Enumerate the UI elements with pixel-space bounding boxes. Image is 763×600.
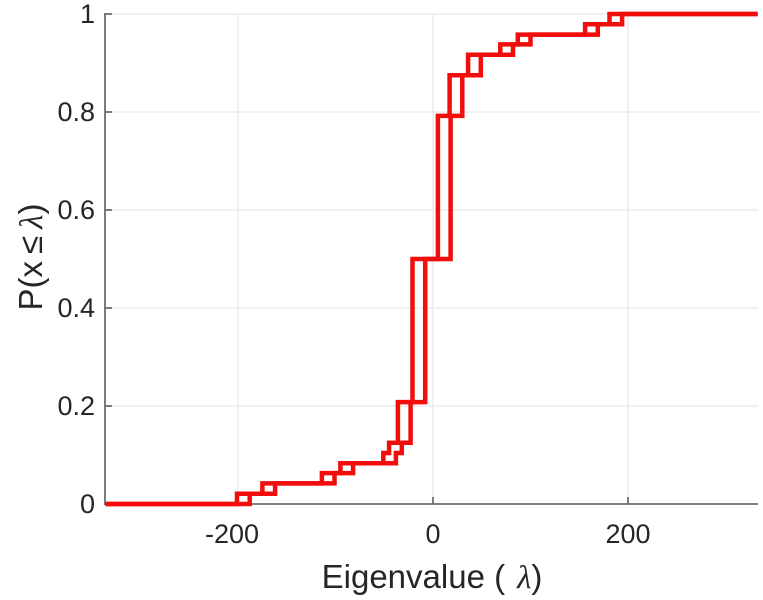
x-axis-label: Eigenvalue (λ) xyxy=(322,558,543,596)
x-tick-labels: -200 0 200 xyxy=(205,519,651,549)
y-tick-label-0.6: 0.6 xyxy=(57,195,95,225)
y-tick-label-0.4: 0.4 xyxy=(57,293,95,323)
y-tick-label-1: 1 xyxy=(80,0,95,29)
curve-ecdf-b xyxy=(105,11,758,507)
grid-lines xyxy=(105,13,758,504)
y-tick-label-0: 0 xyxy=(80,489,95,519)
x-tick-label-0: 0 xyxy=(425,519,440,549)
x-tick-label-200: 200 xyxy=(605,519,650,549)
y-tick-label-0.2: 0.2 xyxy=(57,391,95,421)
y-tick-label-0.8: 0.8 xyxy=(57,97,95,127)
x-tick-label--200: -200 xyxy=(205,519,259,549)
y-tick-labels: 1 0.8 0.6 0.4 0.2 0 xyxy=(57,0,95,519)
ecdf-curves xyxy=(105,11,758,507)
tick-marks xyxy=(105,13,629,505)
y-axis-label: P(x≤λ) xyxy=(12,204,50,311)
